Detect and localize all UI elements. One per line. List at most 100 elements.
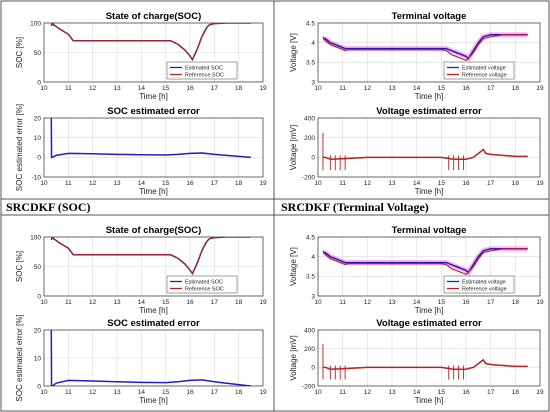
y-tick-label: 0 [37,383,41,390]
x-tick-label: 10 [40,85,48,92]
series-line [322,34,528,61]
y-axis-label: SOC estimated error [%] [15,314,24,401]
y-tick-label: 3 [311,293,315,300]
caption-soc: SRCDKF (SOC) [6,200,91,214]
x-tick-label: 10 [314,180,322,187]
y-tick-label: 4.5 [306,20,315,27]
x-tick-label: 19 [536,299,544,306]
x-tick-label: 18 [512,389,520,396]
x-tick-label: 16 [462,85,470,92]
x-tick-label: 15 [162,180,170,187]
y-axis-label: SOC [%] [15,251,24,282]
x-tick-label: 12 [89,180,97,187]
chart-8: 10 11 12 13 14 15 16 17 18 19 -200 0 200 400 Voltage e… [289,318,544,405]
x-tick-label: 16 [186,85,194,92]
x-tick-label: 12 [364,389,372,396]
plot-marks [50,237,251,276]
x-tick-label: 16 [462,389,470,396]
chart-title: Voltage estimated error [376,318,482,329]
legend-label: Estimated voltage [462,280,506,286]
x-tick-label: 19 [259,180,267,187]
x-tick-label: 19 [259,299,267,306]
y-tick-label: 0 [311,155,315,162]
series-line [50,118,251,159]
x-tick-label: 17 [487,389,495,396]
plot-area [318,330,540,386]
series-line [322,248,528,275]
x-tick-label: 12 [89,299,97,306]
x-tick-label: 16 [186,180,194,187]
series-line [51,23,251,61]
x-tick-label: 15 [162,299,170,306]
x-tick-label: 10 [40,299,48,306]
chart-title: Voltage estimated error [376,106,482,117]
y-tick-label: 200 [304,346,315,353]
chart-2: 10 11 12 13 14 15 16 17 18 19 3 3.5 4 4.5 Terminal vol… [289,11,544,101]
x-tick-label: 17 [487,85,495,92]
y-tick-label: 3.5 [306,274,315,281]
chart-title: State of charge(SOC) [106,225,202,236]
chart-5: 10 11 12 13 14 15 16 17 18 19 0 50 100 State of charg… [15,225,267,315]
y-tick-label: -10 [32,174,42,181]
y-tick-label: 0 [37,155,41,162]
plot-frame [317,117,541,178]
x-tick-label: 11 [339,180,346,187]
x-tick-label: 18 [512,85,520,92]
x-tick-label: 13 [388,180,396,187]
x-tick-label: 12 [364,299,372,306]
chart-6: 10 11 12 13 14 15 16 17 18 19 3 3.5 4 4.5 Terminal vol… [289,225,544,315]
x-tick-label: 17 [211,389,219,396]
x-tick-label: 14 [138,180,146,187]
x-tick-label: 12 [89,389,97,396]
y-tick-label: 0 [37,293,41,300]
x-tick-label: 10 [314,299,322,306]
x-tick-label: 14 [138,85,146,92]
x-tick-label: 11 [65,389,72,396]
plot-frame [317,236,541,297]
chart-title: SOC estimated error [107,106,200,117]
plot-frame [317,22,541,83]
plot-frame [43,329,264,387]
chart-title: State of charge(SOC) [106,11,202,22]
x-axis-label: Time [h] [139,306,168,315]
chart-title: Terminal voltage [392,11,467,22]
x-axis-label: Time [h] [139,92,168,101]
x-tick-label: 14 [413,299,421,306]
series-line [322,148,528,161]
x-tick-label: 11 [65,85,72,92]
x-tick-label: 13 [113,299,121,306]
y-tick-label: 0 [311,365,315,372]
y-tick-label: 10 [34,135,42,142]
x-axis-label: Time [h] [139,396,168,405]
chart-3: 10 11 12 13 14 15 16 17 18 19 -10 0 10 20 SOC estimate… [15,104,267,196]
y-tick-label: 400 [304,327,315,334]
plot-marks [50,23,251,62]
x-tick-label: 15 [438,299,446,306]
x-axis-label: Time [h] [139,187,168,196]
legend-box [443,61,515,80]
y-tick-label: -200 [302,383,315,390]
x-tick-label: 15 [438,389,446,396]
x-tick-label: 12 [89,85,97,92]
x-tick-label: 19 [259,389,267,396]
plot-frame [43,22,264,83]
x-tick-label: 17 [211,299,219,306]
y-axis-label: Voltage [V] [289,247,298,286]
x-tick-label: 15 [162,389,170,396]
plot-frame [43,117,264,178]
plot-area [318,118,540,177]
y-tick-label: 100 [30,234,41,241]
x-tick-label: 17 [211,85,219,92]
x-tick-label: 14 [413,389,421,396]
y-tick-label: 20 [34,115,42,122]
y-tick-label: 400 [304,115,315,122]
x-tick-label: 18 [512,299,520,306]
x-tick-label: 17 [487,180,495,187]
x-tick-label: 16 [186,389,194,396]
plot-marks [322,132,528,171]
x-tick-label: 10 [40,180,48,187]
